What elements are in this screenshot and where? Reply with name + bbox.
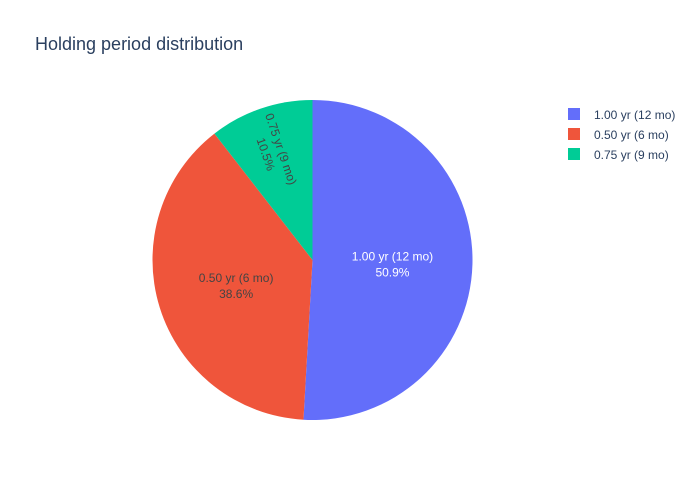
pie-slice-percent-0: 50.9% (375, 265, 409, 279)
pie-slice-2[interactable] (214, 100, 313, 260)
legend-swatch-1 (568, 128, 580, 140)
chart-title: Holding period distribution (35, 34, 243, 54)
legend-item-1[interactable]: 0.50 yr (6 mo) (568, 128, 669, 142)
pie-slice-1[interactable] (152, 133, 313, 420)
legend: 1.00 yr (12 mo) 0.50 yr (6 mo) 0.75 yr (… (568, 108, 675, 162)
pie-slice-label-1: 0.50 yr (6 mo) 38.6% (199, 271, 274, 301)
legend-swatch-2 (568, 148, 580, 160)
legend-label-0: 1.00 yr (12 mo) (594, 108, 675, 122)
pie-slice-0[interactable] (303, 100, 473, 421)
pie-slice-label-0: 1.00 yr (12 mo) 50.9% (352, 249, 433, 279)
legend-label-1: 0.50 yr (6 mo) (594, 128, 669, 142)
legend-item-0[interactable]: 1.00 yr (12 mo) (568, 108, 675, 122)
pie-slice-percent-1: 38.6% (219, 287, 253, 301)
legend-item-2[interactable]: 0.75 yr (9 mo) (568, 148, 669, 162)
legend-swatch-0 (568, 108, 580, 120)
pie-slices (152, 100, 473, 421)
legend-label-2: 0.75 yr (9 mo) (594, 148, 669, 162)
pie-slice-name-1: 0.50 yr (6 mo) (199, 271, 274, 285)
pie-slice-name-0: 1.00 yr (12 mo) (352, 249, 433, 263)
